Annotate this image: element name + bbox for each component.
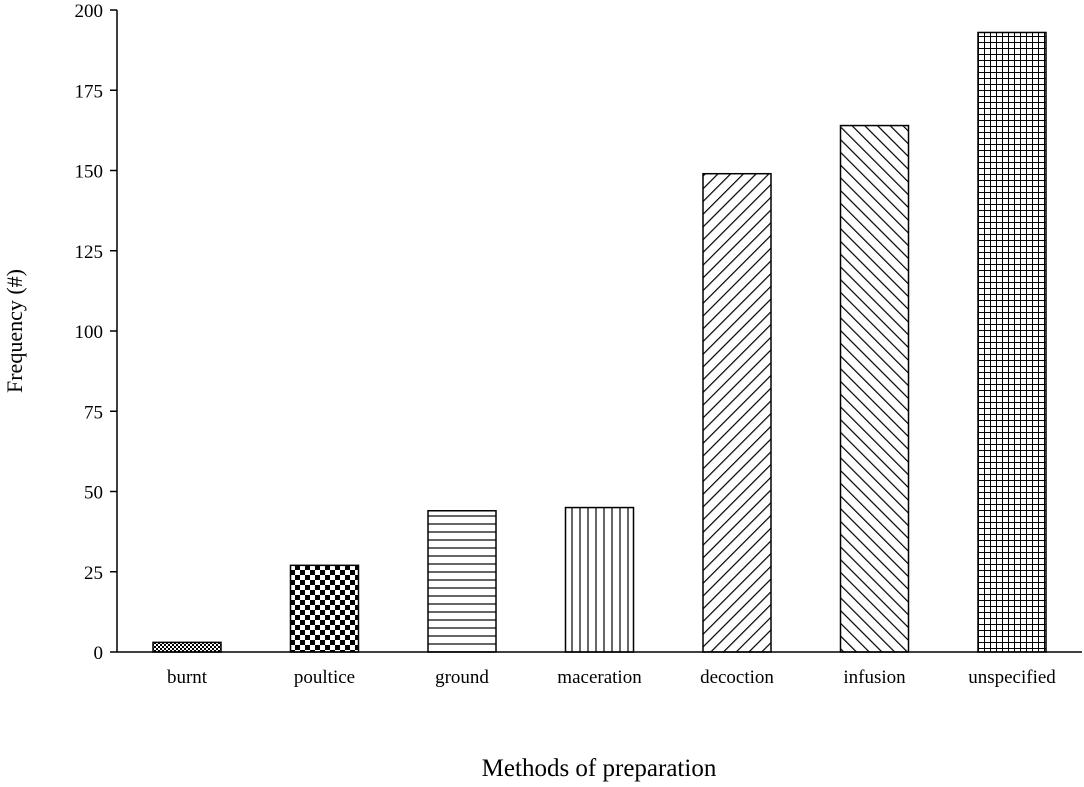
bar-unspecified	[977, 31, 1047, 653]
bars-layer	[152, 31, 1047, 653]
x-tick-label-poultice: poultice	[294, 667, 355, 688]
x-tick-label-decoction: decoction	[700, 667, 774, 688]
y-tick-label: 0	[94, 643, 104, 664]
x-tick-label-ground: ground	[435, 667, 489, 688]
y-axis-title: Frequency (#)	[2, 269, 27, 393]
bar-infusion	[839, 124, 910, 653]
y-tick-label: 200	[75, 1, 104, 22]
bar-decoction	[702, 172, 772, 653]
y-ticks: 0 25 50 75 100 125 150 175 200	[75, 1, 117, 664]
y-tick-label: 175	[75, 81, 104, 102]
x-tick-label-maceration: maceration	[557, 667, 642, 688]
x-tick-label-unspecified: unspecified	[968, 667, 1056, 688]
bar-poultice	[289, 564, 360, 653]
bar-ground	[427, 510, 497, 653]
y-tick-label: 100	[75, 322, 104, 343]
y-tick-label: 25	[84, 563, 103, 584]
y-tick-label: 150	[75, 162, 104, 183]
y-tick-label: 125	[75, 242, 104, 263]
x-tick-labels: burnt poultice ground maceration decoction in…	[167, 667, 1056, 688]
bar-maceration	[564, 506, 635, 653]
x-tick-label-infusion: infusion	[843, 667, 906, 688]
y-tick-label: 75	[84, 402, 103, 423]
y-tick-label: 50	[84, 483, 103, 504]
x-axis-title: Methods of preparation	[482, 755, 717, 782]
bar-burnt	[152, 641, 222, 653]
x-tick-label-burnt: burnt	[167, 667, 208, 688]
